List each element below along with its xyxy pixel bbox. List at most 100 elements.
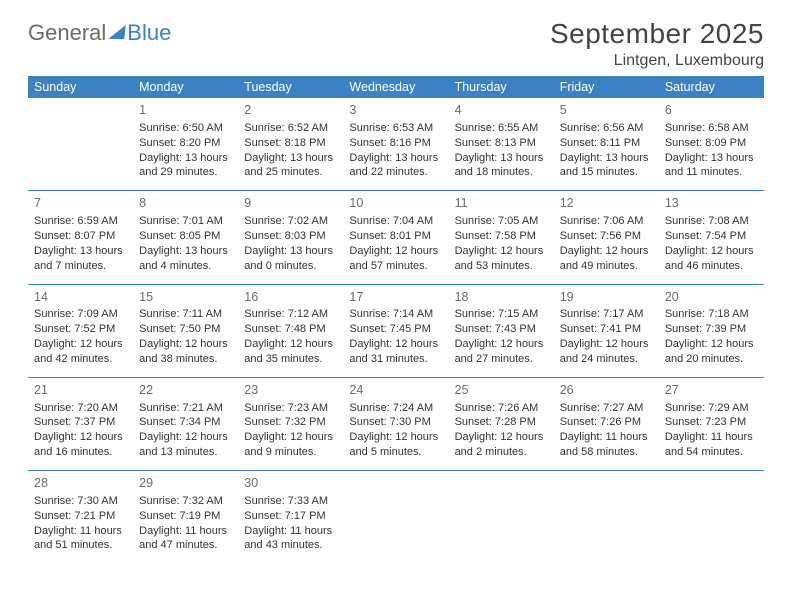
daylight-label: Daylight: 13 hours and 29 minutes. <box>139 151 232 181</box>
daylight-label: Daylight: 12 hours and 13 minutes. <box>139 430 232 460</box>
day-number: 19 <box>560 289 653 306</box>
sunrise-label: Sunrise: 7:06 AM <box>560 214 653 229</box>
sunrise-label: Sunrise: 6:58 AM <box>665 121 758 136</box>
calendar-week-row: 7Sunrise: 6:59 AMSunset: 8:07 PMDaylight… <box>28 191 764 284</box>
sunrise-label: Sunrise: 7:27 AM <box>560 401 653 416</box>
daylight-label: Daylight: 11 hours and 47 minutes. <box>139 524 232 554</box>
sunset-label: Sunset: 7:39 PM <box>665 322 758 337</box>
calendar-body: 1Sunrise: 6:50 AMSunset: 8:20 PMDaylight… <box>28 98 764 563</box>
day-number: 8 <box>139 195 232 212</box>
sunrise-label: Sunrise: 7:32 AM <box>139 494 232 509</box>
sunset-label: Sunset: 7:37 PM <box>34 415 127 430</box>
sunset-label: Sunset: 8:05 PM <box>139 229 232 244</box>
sunrise-label: Sunrise: 7:17 AM <box>560 307 653 322</box>
title-block: September 2025 Lintgen, Luxembourg <box>550 18 764 70</box>
sunrise-label: Sunrise: 7:23 AM <box>244 401 337 416</box>
daylight-label: Daylight: 12 hours and 20 minutes. <box>665 337 758 367</box>
calendar-day-cell: 8Sunrise: 7:01 AMSunset: 8:05 PMDaylight… <box>133 191 238 284</box>
sunrise-label: Sunrise: 7:29 AM <box>665 401 758 416</box>
sunrise-label: Sunrise: 7:20 AM <box>34 401 127 416</box>
calendar-day-cell: 28Sunrise: 7:30 AMSunset: 7:21 PMDayligh… <box>28 471 133 564</box>
calendar-day-cell: 9Sunrise: 7:02 AMSunset: 8:03 PMDaylight… <box>238 191 343 284</box>
sunset-label: Sunset: 7:58 PM <box>455 229 548 244</box>
daylight-label: Daylight: 12 hours and 16 minutes. <box>34 430 127 460</box>
day-number: 20 <box>665 289 758 306</box>
daylight-label: Daylight: 12 hours and 31 minutes. <box>349 337 442 367</box>
day-number: 16 <box>244 289 337 306</box>
sunset-label: Sunset: 7:30 PM <box>349 415 442 430</box>
triangle-icon <box>109 25 126 39</box>
daylight-label: Daylight: 12 hours and 27 minutes. <box>455 337 548 367</box>
day-number: 9 <box>244 195 337 212</box>
sunrise-label: Sunrise: 7:15 AM <box>455 307 548 322</box>
daylight-label: Daylight: 12 hours and 42 minutes. <box>34 337 127 367</box>
month-title: September 2025 <box>550 18 764 50</box>
logo: General Blue <box>28 18 171 46</box>
day-number: 27 <box>665 382 758 399</box>
calendar-day-cell <box>343 471 448 564</box>
sunrise-label: Sunrise: 7:01 AM <box>139 214 232 229</box>
sunrise-label: Sunrise: 6:55 AM <box>455 121 548 136</box>
weekday-header: Thursday <box>449 76 554 98</box>
sunset-label: Sunset: 8:03 PM <box>244 229 337 244</box>
weekday-header: Sunday <box>28 76 133 98</box>
sunrise-label: Sunrise: 6:53 AM <box>349 121 442 136</box>
day-number: 30 <box>244 475 337 492</box>
sunrise-label: Sunrise: 7:08 AM <box>665 214 758 229</box>
calendar-day-cell <box>554 471 659 564</box>
sunrise-label: Sunrise: 7:02 AM <box>244 214 337 229</box>
day-number: 22 <box>139 382 232 399</box>
calendar-day-cell: 16Sunrise: 7:12 AMSunset: 7:48 PMDayligh… <box>238 284 343 377</box>
weekday-header: Saturday <box>659 76 764 98</box>
sunrise-label: Sunrise: 6:56 AM <box>560 121 653 136</box>
sunrise-label: Sunrise: 6:59 AM <box>34 214 127 229</box>
daylight-label: Daylight: 12 hours and 24 minutes. <box>560 337 653 367</box>
sunset-label: Sunset: 7:48 PM <box>244 322 337 337</box>
sunset-label: Sunset: 8:20 PM <box>139 136 232 151</box>
calendar-day-cell: 20Sunrise: 7:18 AMSunset: 7:39 PMDayligh… <box>659 284 764 377</box>
sunset-label: Sunset: 7:17 PM <box>244 509 337 524</box>
sunrise-label: Sunrise: 7:12 AM <box>244 307 337 322</box>
calendar-day-cell: 12Sunrise: 7:06 AMSunset: 7:56 PMDayligh… <box>554 191 659 284</box>
sunset-label: Sunset: 8:11 PM <box>560 136 653 151</box>
calendar-week-row: 28Sunrise: 7:30 AMSunset: 7:21 PMDayligh… <box>28 471 764 564</box>
day-number: 28 <box>34 475 127 492</box>
weekday-header: Wednesday <box>343 76 448 98</box>
day-number: 6 <box>665 102 758 119</box>
daylight-label: Daylight: 12 hours and 38 minutes. <box>139 337 232 367</box>
calendar-day-cell: 22Sunrise: 7:21 AMSunset: 7:34 PMDayligh… <box>133 377 238 470</box>
daylight-label: Daylight: 11 hours and 51 minutes. <box>34 524 127 554</box>
calendar-page: General Blue September 2025 Lintgen, Lux… <box>0 0 792 583</box>
calendar-week-row: 21Sunrise: 7:20 AMSunset: 7:37 PMDayligh… <box>28 377 764 470</box>
day-number: 11 <box>455 195 548 212</box>
sunrise-label: Sunrise: 7:21 AM <box>139 401 232 416</box>
calendar-day-cell: 2Sunrise: 6:52 AMSunset: 8:18 PMDaylight… <box>238 98 343 191</box>
sunset-label: Sunset: 7:56 PM <box>560 229 653 244</box>
calendar-day-cell: 19Sunrise: 7:17 AMSunset: 7:41 PMDayligh… <box>554 284 659 377</box>
sunrise-label: Sunrise: 7:09 AM <box>34 307 127 322</box>
daylight-label: Daylight: 13 hours and 25 minutes. <box>244 151 337 181</box>
sunset-label: Sunset: 7:52 PM <box>34 322 127 337</box>
sunrise-label: Sunrise: 7:18 AM <box>665 307 758 322</box>
sunset-label: Sunset: 7:45 PM <box>349 322 442 337</box>
calendar-day-cell: 4Sunrise: 6:55 AMSunset: 8:13 PMDaylight… <box>449 98 554 191</box>
calendar-day-cell: 3Sunrise: 6:53 AMSunset: 8:16 PMDaylight… <box>343 98 448 191</box>
daylight-label: Daylight: 12 hours and 57 minutes. <box>349 244 442 274</box>
location-label: Lintgen, Luxembourg <box>550 52 764 70</box>
daylight-label: Daylight: 13 hours and 18 minutes. <box>455 151 548 181</box>
daylight-label: Daylight: 11 hours and 43 minutes. <box>244 524 337 554</box>
daylight-label: Daylight: 13 hours and 7 minutes. <box>34 244 127 274</box>
sunset-label: Sunset: 7:19 PM <box>139 509 232 524</box>
sunrise-label: Sunrise: 7:30 AM <box>34 494 127 509</box>
day-number: 7 <box>34 195 127 212</box>
calendar-day-cell: 1Sunrise: 6:50 AMSunset: 8:20 PMDaylight… <box>133 98 238 191</box>
day-number: 21 <box>34 382 127 399</box>
sunset-label: Sunset: 7:43 PM <box>455 322 548 337</box>
daylight-label: Daylight: 12 hours and 53 minutes. <box>455 244 548 274</box>
daylight-label: Daylight: 12 hours and 35 minutes. <box>244 337 337 367</box>
day-number: 5 <box>560 102 653 119</box>
calendar-day-cell: 13Sunrise: 7:08 AMSunset: 7:54 PMDayligh… <box>659 191 764 284</box>
sunrise-label: Sunrise: 6:50 AM <box>139 121 232 136</box>
weekday-header: Tuesday <box>238 76 343 98</box>
sunset-label: Sunset: 8:13 PM <box>455 136 548 151</box>
